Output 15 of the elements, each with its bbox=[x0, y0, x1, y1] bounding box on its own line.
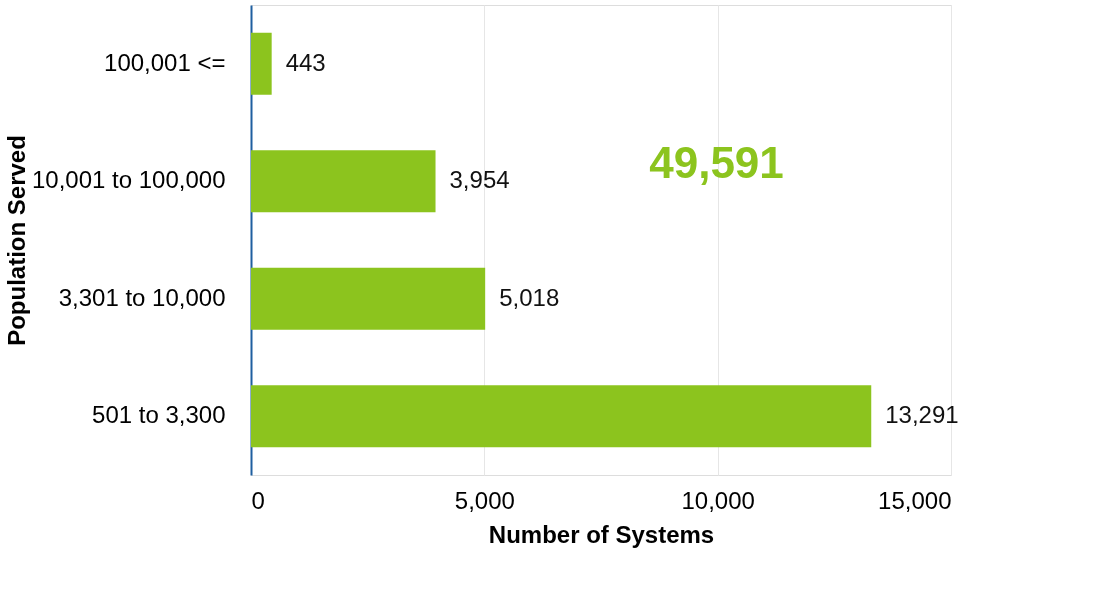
x-tick-label: 15,000 bbox=[878, 486, 952, 514]
annotation: 49,591 bbox=[649, 137, 784, 187]
data-label: 5,018 bbox=[499, 283, 560, 311]
x-tick-label: 10,000 bbox=[681, 486, 755, 514]
x-tick-label: 0 bbox=[251, 486, 265, 514]
y-tick-label: 10,001 to 100,000 bbox=[31, 166, 226, 194]
data-label: 443 bbox=[285, 48, 326, 76]
x-tick-label: 5,000 bbox=[454, 486, 515, 514]
y-axis-title: Population Served bbox=[2, 135, 30, 346]
x-axis-title: Number of Systems bbox=[488, 520, 715, 548]
y-tick-label: 501 to 3,300 bbox=[92, 401, 226, 429]
data-label: 3,954 bbox=[449, 166, 510, 194]
y-tick-label: 100,001 <= bbox=[104, 48, 226, 76]
y-tick-label: 3,301 to 10,000 bbox=[58, 283, 226, 311]
data-label: 13,291 bbox=[885, 401, 959, 429]
